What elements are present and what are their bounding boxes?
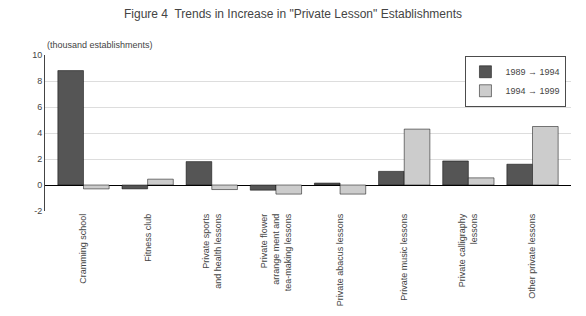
svg-text:Fitness club: Fitness club — [143, 214, 153, 262]
svg-text:-2: -2 — [34, 206, 42, 216]
svg-text:1994 → 1999: 1994 → 1999 — [505, 86, 559, 96]
svg-text:2: 2 — [37, 154, 42, 164]
svg-text:0: 0 — [37, 180, 42, 190]
svg-text:1989 → 1994: 1989 → 1994 — [505, 67, 559, 77]
svg-text:8: 8 — [37, 76, 42, 86]
svg-text:Cramming school: Cramming school — [78, 214, 88, 284]
svg-text:10: 10 — [32, 50, 42, 60]
svg-text:6: 6 — [37, 102, 42, 112]
svg-text:Private calligraphylessons: Private calligraphylessons — [457, 213, 479, 287]
svg-text:Private flowerarrange ment and: Private flowerarrange ment andtea-making… — [259, 213, 292, 291]
svg-text:Private sportsand health lesso: Private sportsand health lessons — [201, 213, 223, 289]
svg-text:Private abacus lessons: Private abacus lessons — [335, 213, 345, 306]
svg-text:Figure 4 Trends in Increase i: Figure 4 Trends in Increase in "Private … — [124, 7, 462, 21]
svg-text:Private music lessons: Private music lessons — [399, 213, 409, 301]
svg-text:(thousand establishments): (thousand establishments) — [47, 40, 153, 50]
svg-text:4: 4 — [37, 128, 42, 138]
svg-text:Other private lessons: Other private lessons — [527, 213, 537, 299]
